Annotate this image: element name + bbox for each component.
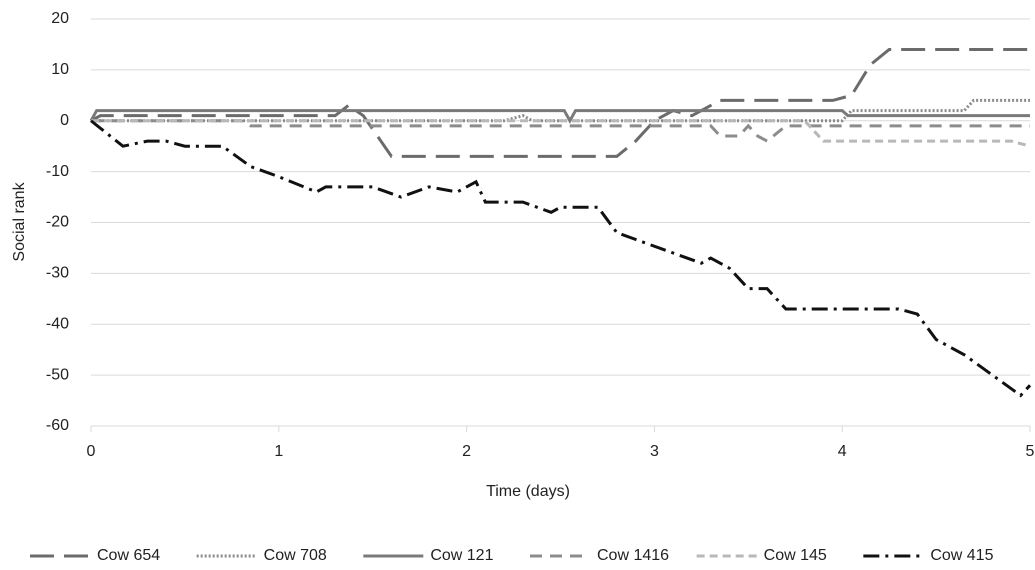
y-tick-label: 0 [60, 112, 69, 129]
legend-label: Cow 121 [430, 547, 493, 564]
y-tick-label: -40 [46, 315, 69, 332]
series-line [91, 119, 1030, 143]
series-line [91, 98, 1030, 123]
x-tick-label: 5 [1026, 443, 1035, 460]
series-line [90, 48, 1030, 158]
legend-label: Cow 708 [264, 547, 327, 564]
y-tick-label: -20 [46, 214, 69, 231]
y-axis-label: Social rank [11, 181, 28, 261]
y-tick-label: -50 [46, 366, 69, 383]
y-tick-label: -60 [46, 417, 69, 434]
series-line [91, 119, 1031, 148]
series-line [89, 109, 1030, 124]
x-tick-label: 1 [274, 443, 283, 460]
y-tick-label: -10 [46, 163, 69, 180]
x-tick-label: 4 [838, 443, 847, 460]
legend-label: Cow 1416 [597, 547, 669, 564]
y-tick-label: 20 [51, 10, 69, 27]
y-tick-label: -30 [46, 265, 69, 282]
legend-label: Cow 654 [97, 547, 160, 564]
series-line [90, 119, 1032, 398]
legend-label: Cow 145 [764, 547, 827, 564]
x-tick-label: 0 [87, 443, 96, 460]
x-tick-label: 2 [462, 443, 471, 460]
x-tick-label: 3 [650, 443, 659, 460]
x-axis-label: Time (days) [486, 483, 570, 500]
y-tick-label: 10 [51, 61, 69, 78]
legend-label: Cow 415 [930, 547, 993, 564]
